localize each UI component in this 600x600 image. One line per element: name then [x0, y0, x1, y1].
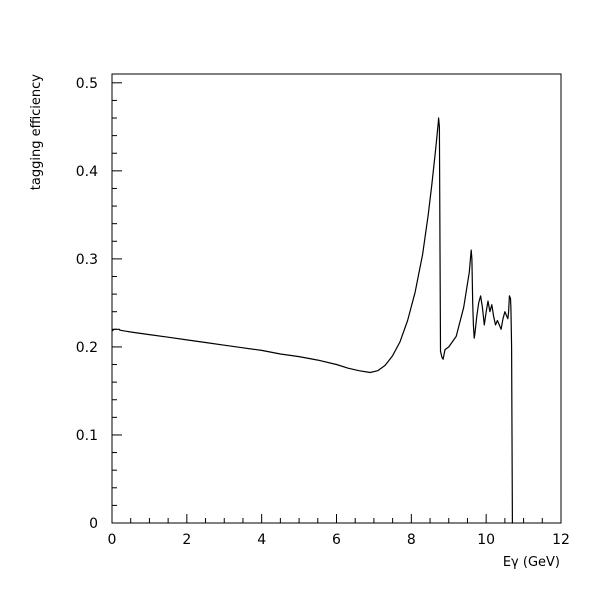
axis-tick-labels: 0 2 4 6 8 10 12 0 0.1 0.2 0.3 0.4 0.5 [76, 76, 570, 548]
x-tick-label: 8 [407, 532, 416, 548]
y-tick-label: 0.2 [76, 340, 98, 356]
x-tick-label: 0 [108, 532, 117, 548]
y-tick-label: 0 [89, 516, 98, 532]
series-line [111, 117, 514, 524]
x-tick-label: 6 [332, 532, 341, 548]
x-tick-label: 4 [257, 532, 266, 548]
x-tick-label: 10 [477, 532, 495, 548]
series-group [111, 117, 514, 524]
y-tick-label: 0.5 [76, 76, 98, 92]
axis-ticks [111, 82, 562, 524]
y-tick-label: 0.1 [76, 428, 98, 444]
y-tick-label: 0.3 [76, 252, 98, 268]
y-tick-label: 0.4 [76, 164, 98, 180]
x-tick-label: 2 [182, 532, 191, 548]
x-tick-label: 12 [552, 532, 570, 548]
x-axis-label: Eγ (GeV) [503, 555, 560, 570]
plot-frame [111, 73, 562, 524]
y-axis-label: tagging efficiency [29, 74, 44, 191]
